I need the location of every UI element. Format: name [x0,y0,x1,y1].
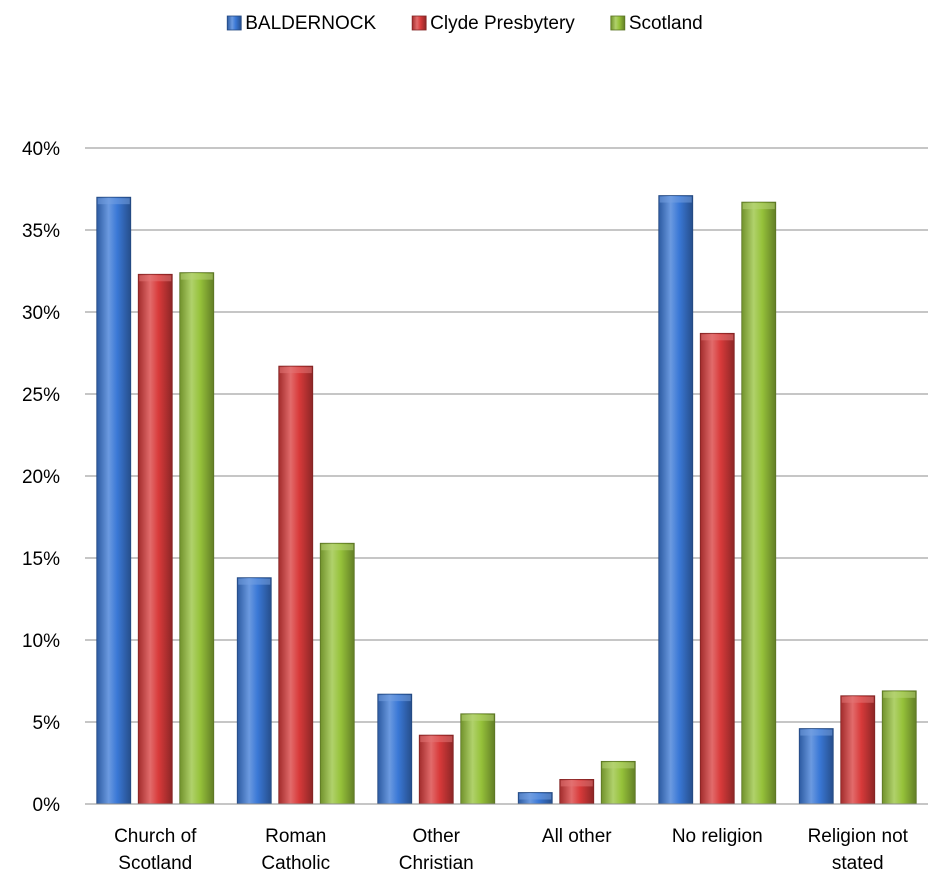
y-tick-label: 5% [33,713,61,734]
bar-body [319,542,355,805]
legend-entry: Scotland [610,13,703,34]
legend-label: Clyde Presbytery [430,13,575,34]
x-tick-label: Religion not stated [808,826,909,874]
y-tick-label: 30% [22,303,60,324]
bar-body [96,196,132,805]
bar-body [236,577,272,805]
legend-label: Scotland [629,13,703,34]
bar-body [798,728,834,805]
y-tick-label: 20% [22,467,60,488]
bar [798,728,834,805]
bar-cap [701,334,734,341]
bar [418,734,454,805]
bars [96,195,917,805]
bar-body [137,273,173,805]
bar-cap [742,203,775,210]
bar-body [278,365,314,805]
bar [137,273,173,805]
bar-cap [378,695,411,702]
y-tick-label: 35% [22,221,60,242]
bar-cap [139,275,172,282]
bar [96,196,132,805]
bar-cap [321,544,354,551]
gridlines [85,147,928,805]
x-tick-label: Roman Catholic [261,826,330,874]
y-tick-label: 40% [22,139,60,160]
bar [278,365,314,805]
x-tick-label: No religion [672,826,763,847]
bar-cap [180,273,213,280]
bar-cap [461,714,494,721]
bar-cap [97,198,130,205]
bar [179,272,215,805]
bar-body [840,695,876,805]
y-axis: 0% 5% 10% 15% 20% 25% 30% 35% 40% [22,139,60,816]
y-tick-label: 15% [22,549,60,570]
x-tick-label: All other [542,826,612,847]
bar-cap [560,780,593,787]
bar-body [179,272,215,805]
legend-label: BALDERNOCK [245,13,376,34]
bar-cap [602,762,635,769]
bar-body [460,713,496,805]
bar-body [658,195,694,805]
bar [840,695,876,805]
bar-body [741,201,777,805]
bar [600,760,636,805]
x-tick-label: Other Christian [399,826,474,874]
x-axis: Church of Scotland Roman Catholic Other Chris… [85,803,928,874]
bar [741,201,777,805]
bar [319,542,355,805]
legend-swatch [610,15,626,31]
bar [517,792,553,805]
y-tick-label: 10% [22,631,60,652]
bar-body [881,690,917,805]
bar-cap [519,793,552,800]
bar [699,332,735,805]
bar-cap [420,736,453,743]
bar [236,577,272,805]
bar-cap [883,691,916,698]
y-tick-label: 25% [22,385,60,406]
bar [658,195,694,805]
bar-cap [800,729,833,736]
bar [460,713,496,805]
bar-body [418,734,454,805]
legend-swatch [226,15,242,31]
bar-body [699,332,735,805]
legend-entry: Clyde Presbytery [411,13,575,34]
legend-entry: BALDERNOCK [226,13,376,34]
bar-body [600,760,636,805]
legend-swatch [411,15,427,31]
bar [559,779,595,805]
bar-body [377,693,413,805]
legend: BALDERNOCK Clyde Presbytery Scotland [226,13,703,34]
bar-cap [659,196,692,203]
x-tick-label: Church of Scotland [114,826,197,874]
bar [377,693,413,805]
bar-cap [279,367,312,374]
y-tick-label: 0% [33,795,61,816]
bar-cap [238,578,271,585]
bar-cap [841,696,874,703]
bar [881,690,917,805]
